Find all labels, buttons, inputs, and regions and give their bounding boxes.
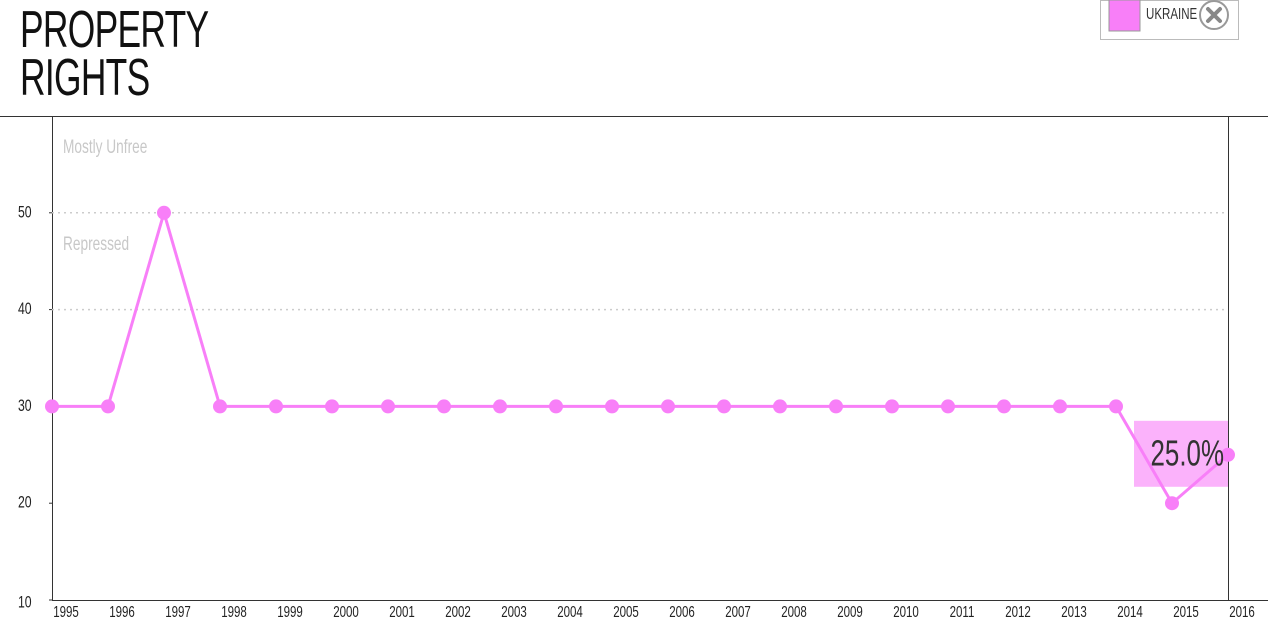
x-tick-label-group: 2015	[1173, 602, 1199, 620]
x-tick-label: 2013	[1061, 602, 1087, 620]
y-tick-label-group: 20	[18, 494, 32, 512]
x-tick-label: 2016	[1229, 602, 1255, 620]
y-tick-label: 50	[18, 204, 32, 222]
data-point	[213, 399, 227, 414]
data-point	[269, 399, 283, 414]
x-tick-label-group: 2009	[837, 602, 863, 620]
data-point	[997, 399, 1011, 414]
x-tick-label-group: 2000	[333, 602, 359, 620]
x-tick-label: 2005	[613, 602, 639, 620]
data-point	[157, 205, 171, 220]
y-tick-label: 40	[18, 300, 32, 318]
x-tick-label: 2015	[1173, 602, 1199, 620]
x-tick-label-group: 1996	[109, 602, 135, 620]
x-tick-label: 2014	[1117, 602, 1143, 620]
data-point	[325, 399, 339, 414]
value-label-box	[1134, 420, 1228, 487]
x-tick-label-group: 2005	[613, 602, 639, 620]
data-point	[101, 399, 115, 414]
x-tick-label: 2001	[389, 602, 415, 620]
y-tick-label-group: 50	[18, 204, 32, 222]
y-tick-label-group: 10	[18, 594, 32, 612]
x-tick-label: 1998	[221, 602, 247, 620]
x-tick-label: 2012	[1005, 602, 1031, 620]
x-tick-label: 2003	[501, 602, 527, 620]
x-tick-label-group: 2013	[1061, 602, 1087, 620]
x-tick-label: 2011	[950, 602, 975, 620]
chart-title: PROPERTY RIGHTS	[20, 1, 209, 107]
x-tick-label: 2000	[333, 602, 359, 620]
legend-swatch	[1108, 0, 1141, 32]
x-tick-label-group: 2011	[950, 602, 975, 620]
title-line: PROPERTY	[20, 1, 209, 59]
data-point	[941, 399, 955, 414]
x-tick-label-group: 2003	[501, 602, 527, 620]
data-point	[885, 399, 899, 414]
x-tick-label: 1999	[277, 602, 303, 620]
x-tick-label-group: 1999	[277, 602, 303, 620]
x-tick-label: 1997	[165, 602, 191, 620]
data-point	[1109, 399, 1123, 414]
x-tick-label-group: 2006	[669, 602, 695, 620]
legend-label-group: UKRAINE	[1146, 4, 1197, 22]
data-point	[717, 399, 731, 414]
x-tick-label-group: 2016	[1229, 602, 1255, 620]
x-tick-label-group: 2014	[1117, 602, 1143, 620]
x-tick-label: 2008	[781, 602, 807, 620]
y-tick-label-group: 30	[18, 397, 32, 415]
data-point	[45, 399, 59, 414]
x-tick-label-group: 1995	[53, 602, 79, 620]
series-line	[52, 207, 1229, 506]
title-line: RIGHTS	[20, 49, 150, 107]
x-tick-label-group: 2007	[725, 602, 751, 620]
x-tick-label: 1996	[109, 602, 135, 620]
x-tick-label-group: 1997	[165, 602, 191, 620]
value-label-group: 25.0%	[1151, 433, 1224, 473]
y-tick-label: 20	[18, 494, 32, 512]
data-point	[829, 399, 843, 414]
data-point	[661, 399, 675, 414]
x-tick-label-group: 2001	[389, 602, 415, 620]
x-tick-label: 2006	[669, 602, 695, 620]
y-tick-label: 10	[18, 594, 32, 612]
x-tick-label-group: 2002	[445, 602, 471, 620]
x-tick-label-group: 2012	[1005, 602, 1031, 620]
x-tick-label: 2010	[893, 602, 919, 620]
x-tick-label: 2004	[557, 602, 583, 620]
x-tick-label: 2009	[837, 602, 863, 620]
x-tick-label-group: 2010	[893, 602, 919, 620]
data-point	[605, 399, 619, 414]
zone-label: Mostly Unfree	[63, 136, 147, 158]
x-tick-label: 2002	[445, 602, 471, 620]
data-point	[1053, 399, 1067, 414]
x-tick-label: 2007	[725, 602, 751, 620]
x-tick-label: 1995	[53, 602, 79, 620]
close-button[interactable]	[1199, 0, 1229, 30]
zone-label-group: Mostly Unfree	[63, 136, 147, 158]
y-tick-label-group: 40	[18, 300, 32, 318]
x-tick-label-group: 2004	[557, 602, 583, 620]
data-point	[493, 399, 507, 414]
data-point	[549, 399, 563, 414]
x-tick-label-group: 2008	[781, 602, 807, 620]
value-label: 25.0%	[1151, 433, 1224, 473]
data-point	[437, 399, 451, 414]
legend-label: UKRAINE	[1146, 4, 1197, 22]
data-point	[1165, 496, 1179, 511]
x-tick-label-group: 1998	[221, 602, 247, 620]
data-point	[381, 399, 395, 414]
zone-label-group: Repressed	[63, 233, 129, 255]
zone-label: Repressed	[63, 233, 129, 255]
data-point	[773, 399, 787, 414]
y-tick-label: 30	[18, 397, 32, 415]
